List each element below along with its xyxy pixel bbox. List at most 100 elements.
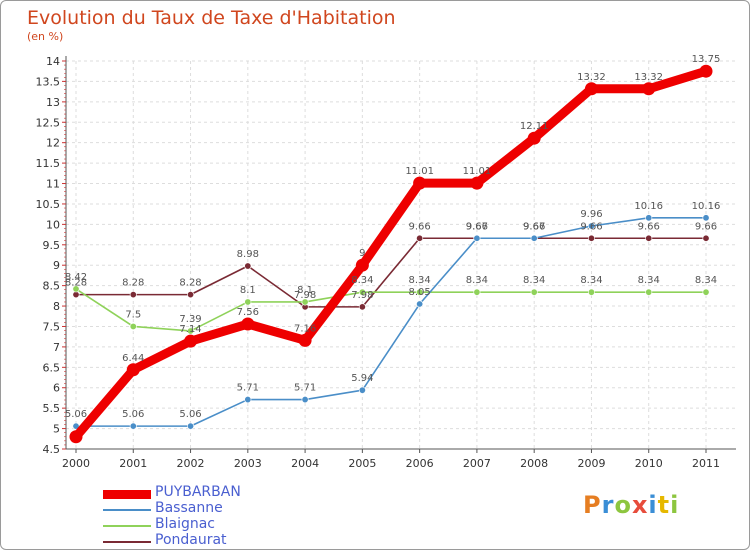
data-point (184, 334, 198, 348)
data-label: 8.34 (409, 275, 431, 286)
legend-item-puybarban: PUYBARBAN (103, 484, 323, 502)
legend-swatch (103, 489, 151, 499)
legend-item-pondaurat: Pondaurat (103, 532, 323, 549)
y-tick-label: 10 (46, 218, 60, 231)
data-label: 7.14 (179, 324, 201, 335)
x-tick-label: 2005 (348, 457, 376, 470)
data-label: 8.34 (523, 275, 545, 286)
series-puybarban (69, 64, 713, 444)
y-tick-label: 13 (46, 96, 60, 109)
data-label: 8.28 (65, 278, 87, 289)
data-point (244, 262, 252, 270)
series-line (75, 217, 707, 427)
series-line (75, 288, 707, 332)
data-point (584, 82, 598, 96)
data-label: 8.1 (297, 285, 313, 296)
data-point (301, 298, 309, 306)
data-point (244, 396, 252, 404)
series-pondaurat (72, 234, 710, 311)
legend-swatch (103, 525, 151, 527)
y-tick-labels: 4.5 5 5.5 6 6.5 7 7.5 8 8.5 9 9.5 10 10.5 11 11.5 12 12.… (36, 55, 66, 456)
data-point (129, 322, 137, 330)
data-point (187, 327, 195, 335)
x-tick-label: 2006 (406, 457, 434, 470)
data-label: 8.34 (466, 275, 488, 286)
data-label: 7.98 (294, 290, 316, 301)
y-tick-label: 13.5 (36, 75, 61, 88)
data-label: 9.66 (638, 221, 660, 232)
y-tick-label: 8.5 (43, 280, 61, 293)
y-tick-label: 6.5 (43, 361, 61, 374)
x-tick-label: 2003 (234, 457, 262, 470)
y-tick-label: 7.5 (43, 320, 61, 333)
data-point (587, 288, 595, 296)
legend-label: Pondaurat (155, 532, 227, 548)
series-blaignac (72, 285, 710, 335)
data-point (241, 317, 255, 331)
data-label: 8.34 (351, 275, 373, 286)
data-label: 9.66 (523, 221, 545, 232)
legend-item-blaignac: Blaignac (103, 516, 323, 534)
data-point (473, 288, 481, 296)
x-tick-label: 2008 (520, 457, 548, 470)
legend-item-bassanne: Bassanne (103, 500, 323, 518)
x-tick-label: 2000 (62, 457, 90, 470)
data-label: 9 (359, 248, 365, 259)
data-point (69, 430, 83, 444)
data-label: 9.66 (580, 221, 602, 232)
data-point (473, 234, 481, 242)
data-label: 13.32 (634, 72, 663, 83)
data-point (702, 288, 710, 296)
data-label: 8.34 (638, 275, 660, 286)
y-tick-label: 10.5 (36, 198, 61, 211)
data-point (645, 234, 653, 242)
y-tick-label: 14 (46, 55, 60, 68)
y-tick-label: 7 (53, 341, 60, 354)
data-point (416, 288, 424, 296)
data-point (702, 214, 710, 222)
data-point (642, 82, 656, 96)
y-tick-label: 12.5 (36, 116, 61, 129)
data-point (126, 363, 140, 377)
data-label: 5.71 (237, 383, 259, 394)
data-label: 7.5 (125, 309, 141, 320)
data-label: 9.66 (695, 221, 717, 232)
data-point (416, 234, 424, 242)
data-label: 8.1 (240, 285, 256, 296)
data-point (416, 300, 424, 308)
data-point (413, 176, 427, 190)
x-tick-label: 2011 (692, 457, 720, 470)
data-label: 13.32 (577, 72, 606, 83)
data-point (645, 214, 653, 222)
y-tick-label: 4.5 (43, 443, 61, 456)
legend-swatch (103, 509, 151, 511)
x-tick-label: 2007 (463, 457, 491, 470)
data-label: 12.11 (520, 121, 549, 132)
data-label: 8.34 (695, 275, 717, 286)
legend-label: Blaignac (155, 516, 215, 532)
data-point (587, 234, 595, 242)
data-label: 9.66 (409, 221, 431, 232)
y-tick-label: 12 (46, 137, 60, 150)
chart-title: Evolution du Taux de Taxe d'Habitation (27, 7, 396, 29)
legend-swatch (103, 541, 151, 543)
series-line (71, 66, 711, 442)
data-label: 9.67 (466, 221, 488, 232)
data-label: 5.06 (122, 409, 144, 420)
chart-subtitle: (en %) (27, 30, 64, 43)
x-tick-label: 2009 (577, 457, 605, 470)
data-point (699, 64, 713, 78)
data-point (358, 386, 366, 394)
data-point (355, 258, 369, 272)
y-tick-label: 8 (53, 300, 60, 313)
x-tick-label: 2004 (291, 457, 319, 470)
data-point (358, 288, 366, 296)
data-label: 5.94 (351, 373, 373, 384)
series-line (75, 237, 707, 308)
data-label: 8.34 (580, 275, 602, 286)
data-label: 7.56 (237, 307, 259, 318)
x-tick-labels: 2000 2001 2002 2003 2004 2005 2006 2007 2008 2009… (62, 449, 720, 470)
data-labels: 6.44 7.14 7.56 7.16 9 11.01 11.01 12.11 13.32 13.… (65, 54, 720, 420)
